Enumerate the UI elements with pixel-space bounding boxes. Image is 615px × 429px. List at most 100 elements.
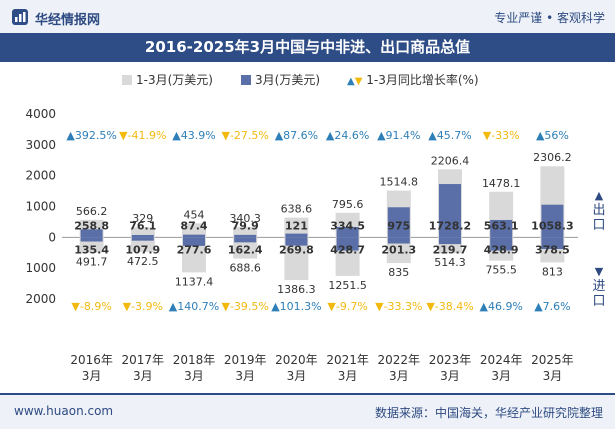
growth-label-import: ▲7.6% — [534, 300, 570, 313]
data-label-cumulative-export: 795.6 — [332, 198, 364, 211]
data-label-cumulative-export: 638.6 — [281, 203, 313, 216]
y-tick-label: 2000 — [25, 292, 56, 306]
x-tick-label-year: 2023年 — [429, 353, 472, 367]
bar-cumulative-export — [182, 223, 206, 238]
growth-label-import: ▼-33.3% — [375, 300, 422, 313]
bar-march-export — [336, 227, 359, 238]
y-tick-label: 1000 — [25, 261, 56, 275]
data-label-march-export: 334.5 — [330, 219, 365, 232]
import-side-label: ▼ 进口 — [592, 264, 606, 309]
y-tick-label: 0 — [48, 230, 56, 244]
bar-march-export — [183, 234, 205, 238]
growth-label-export: ▼-27.5% — [222, 129, 269, 142]
data-label-cumulative-export: 329 — [132, 212, 153, 225]
website-link[interactable]: www.huaon.com — [14, 404, 114, 418]
import-label: 进口 — [592, 279, 606, 309]
growth-label-export: ▲43.9% — [172, 129, 215, 142]
x-tick-label-month: 3月 — [389, 369, 409, 383]
data-label-cumulative-import: 755.5 — [485, 264, 517, 277]
growth-label-export: ▲392.5% — [66, 129, 116, 142]
data-label-cumulative-export: 2306.2 — [533, 151, 572, 164]
y-tick-label: 1000 — [25, 200, 56, 214]
bar-march-export — [80, 229, 103, 238]
growth-label-import: ▲46.9% — [479, 300, 522, 313]
y-tick-label: 4000 — [25, 107, 56, 121]
x-tick-label-year: 2016年 — [70, 353, 113, 367]
export-label: 出口 — [592, 203, 606, 233]
data-label-march-export: 121 — [285, 219, 308, 232]
x-tick-label-month: 3月 — [338, 369, 358, 383]
data-label-cumulative-import: 472.5 — [127, 255, 159, 268]
data-label-cumulative-export: 566.2 — [76, 205, 108, 218]
x-tick-label-year: 2017年 — [122, 353, 165, 367]
bar-march-import — [439, 237, 461, 245]
triangle-up-icon: ▲ — [347, 76, 355, 87]
top-bar: 华经情报网 专业严谨 • 客观科学 — [0, 0, 615, 33]
growth-label-export: ▲56% — [536, 129, 569, 142]
data-label-cumulative-import: 688.6 — [229, 262, 261, 275]
bar-cumulative-export — [233, 226, 258, 238]
bar-march-export — [387, 207, 410, 238]
bar-march-export — [131, 234, 154, 238]
growth-label-import: ▼-8.9% — [71, 300, 111, 313]
growth-label-export: ▲24.6% — [326, 129, 369, 142]
data-label-march-export: 563.1 — [484, 219, 519, 232]
growth-label-import: ▲101.3% — [271, 300, 321, 313]
logo-icon — [12, 9, 28, 25]
growth-label-export: ▲91.4% — [377, 129, 420, 142]
export-side-label: ▲ 出口 — [592, 188, 606, 233]
bar-march-export — [490, 219, 513, 238]
legend-item-march: 3月(万美元) — [241, 71, 320, 88]
bar-march-import — [131, 237, 154, 241]
growth-label-export: ▼-41.9% — [119, 129, 166, 142]
growth-label-import: ▼-38.4% — [426, 300, 473, 313]
data-label-march-import: 378.5 — [535, 243, 570, 256]
data-label-march-export: 1728.2 — [429, 219, 471, 232]
data-label-march-import: 135.4 — [74, 243, 109, 256]
growth-label-export: ▲87.6% — [275, 129, 318, 142]
data-label-cumulative-import: 1251.5 — [328, 279, 367, 292]
x-tick-label-month: 3月 — [491, 369, 511, 383]
legend-item-cumulative: 1-3月(万美元) — [122, 71, 213, 88]
data-label-march-export: 87.4 — [180, 219, 207, 232]
data-label-cumulative-export: 1478.1 — [482, 177, 521, 190]
data-label-march-import: 219.7 — [433, 243, 468, 256]
data-label-cumulative-import: 491.7 — [76, 255, 108, 268]
bar-march-import — [387, 237, 410, 244]
x-tick-label-month: 3月 — [440, 369, 460, 383]
data-source: 数据来源：中国海关，华经产业研究院整理 — [374, 406, 603, 420]
growth-label-import: ▼-39.5% — [222, 300, 269, 313]
bar-march-import — [80, 237, 103, 242]
data-label-march-import: 201.3 — [381, 243, 416, 256]
x-tick-label-month: 3月 — [543, 369, 563, 383]
x-tick-label-year: 2020年 — [275, 353, 318, 367]
x-tick-label-year: 2025年 — [531, 353, 574, 367]
growth-label-import: ▲140.7% — [169, 300, 219, 313]
footer: www.huaon.com 数据来源：中国海关，华经产业研究院整理 — [0, 393, 615, 429]
x-tick-label-month: 3月 — [235, 369, 255, 383]
y-tick-label: 2000 — [25, 169, 56, 183]
bar-march-import — [541, 237, 564, 250]
growth-label-export: ▼-33% — [483, 129, 520, 142]
x-tick-label-month: 3月 — [184, 369, 204, 383]
y-tick-label: 3000 — [25, 138, 56, 152]
bar-march-export — [439, 184, 461, 238]
data-label-march-import: 428.9 — [484, 243, 519, 256]
data-label-cumulative-export: 1514.8 — [380, 176, 419, 189]
data-label-cumulative-import: 1137.4 — [175, 275, 214, 288]
bar-march-export — [541, 204, 564, 238]
data-label-march-import: 162.4 — [228, 243, 263, 256]
chart-title: 2016-2025年3月中国与中非进、出口商品总值 — [0, 33, 615, 62]
bar-cumulative-export — [130, 227, 155, 238]
bar-march-import — [285, 237, 308, 246]
x-tick-label-year: 2019年 — [224, 353, 267, 367]
bar-cumulative-import — [233, 237, 258, 259]
data-label-cumulative-import: 514.3 — [434, 256, 466, 269]
x-tick-label-year: 2024年 — [480, 353, 523, 367]
export-arrow-icon: ▲ — [594, 189, 604, 202]
import-arrow-icon: ▼ — [594, 265, 604, 278]
growth-label-import: ▼-9.7% — [327, 300, 367, 313]
data-label-march-export: 258.8 — [74, 219, 109, 232]
data-label-march-export: 76.1 — [129, 219, 156, 232]
data-label-cumulative-import: 835 — [388, 266, 409, 279]
